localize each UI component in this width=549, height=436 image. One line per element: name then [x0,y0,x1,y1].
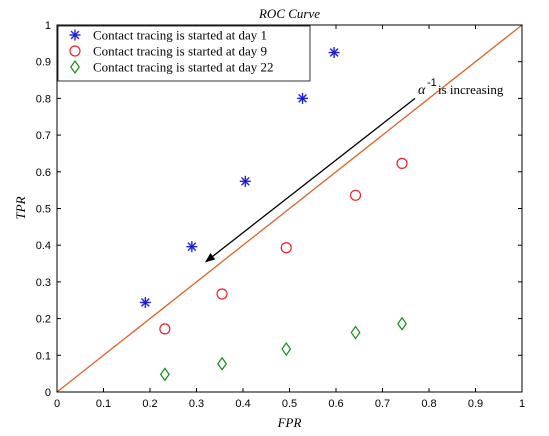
legend-label: Contact tracing is started at day 9 [93,44,267,59]
legend-label: Contact tracing is started at day 22 [93,60,274,75]
y-tick-label: 1 [45,20,51,32]
y-tick-label: 0.8 [36,93,51,105]
x-tick-label: 0.5 [282,398,297,410]
diamond-point [281,342,292,357]
diamond-point [350,325,361,340]
x-tick-label: 0.8 [421,398,436,410]
asterisk-point [186,241,198,253]
y-tick-label: 0.2 [36,314,51,326]
diamond-point [217,356,228,371]
y-tick-label: 0.5 [36,204,51,216]
circle-point [280,242,292,254]
asterisk-point [328,47,340,59]
diamond-point [159,367,170,382]
annotation-symbol: α [418,83,426,98]
x-tick-label: 0 [54,398,60,410]
x-tick-label: 0.1 [96,398,111,410]
y-tick-label: 0.7 [36,130,51,142]
x-tick-label: 0.3 [189,398,204,410]
y-tick-label: 0 [45,387,51,399]
annotation-text: is increasing [438,82,504,97]
annotation-label: α -1 is increasing [418,77,504,98]
reference-diagonal [56,24,523,393]
x-tick-label: 1 [519,398,525,410]
circle-point [216,288,228,300]
y-tick-label: 0.4 [36,240,51,252]
x-axis-label: FPR [277,415,302,430]
circle-point [396,157,408,169]
circle-point [349,189,362,201]
legend-item: Contact tracing is started at day 1 [69,28,267,43]
y-tick-label: 0.3 [36,277,51,289]
legend-box [57,25,311,82]
x-tick-label: 0.9 [468,398,483,410]
legend-item: Contact tracing is started at day 9 [69,44,267,59]
x-tick-label: 0.7 [375,398,390,410]
diamond-point [397,316,407,331]
series-2 [159,157,408,335]
legend: Contact tracing is started at day 1Conta… [57,25,311,82]
annotation-arrow [205,97,416,263]
annotation-superscript: -1 [427,77,437,89]
x-tick-label: 0.2 [142,398,157,410]
asterisk-point [139,296,151,308]
series-3 [159,316,407,382]
legend-label: Contact tracing is started at day 1 [93,28,267,43]
x-tick-label: 0.4 [235,398,250,410]
legend-asterisk-marker [69,29,81,41]
x-tick-label: 0.6 [328,398,343,410]
y-axis-label: TPR [13,196,28,219]
chart-title: ROC Curve [258,6,320,21]
asterisk-point [239,175,251,187]
y-tick-label: 0.6 [36,167,51,179]
asterisk-point [297,92,309,104]
legend-diamond-marker [70,59,80,75]
circle-point [159,323,171,335]
y-tick-label: 0.9 [36,57,51,69]
series-1 [139,47,340,308]
y-tick-label: 0.1 [36,350,51,362]
legend-circle-marker [69,45,81,57]
legend-item: Contact tracing is started at day 22 [70,59,274,75]
